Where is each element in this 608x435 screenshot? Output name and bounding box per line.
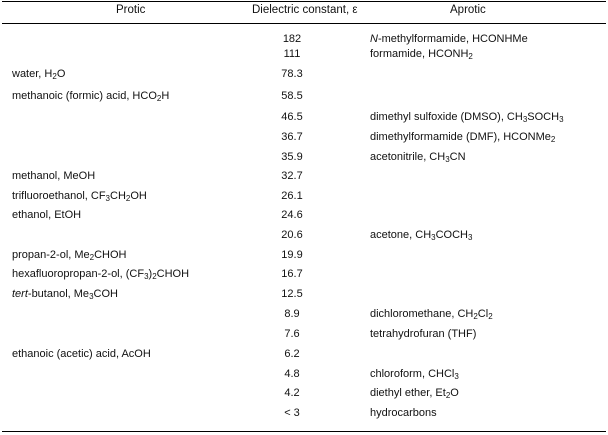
table-row: 8.9 dichloromethane, CH2Cl2 (0, 308, 608, 327)
dielectric-constant-cell: 16.7 (281, 268, 303, 280)
aprotic-solvent-cell: acetonitrile, CH3CN (370, 151, 466, 164)
dielectric-constant-cell: 46.5 (281, 111, 303, 123)
dielectric-constant-cell: 20.6 (281, 229, 303, 241)
table-row: 7.6 tetrahydrofuran (THF) (0, 328, 608, 347)
protic-solvent-cell: hexafluoropropan-2-ol, (CF3)2CHOH (12, 268, 190, 281)
table-row: hexafluoropropan-2-ol, (CF3)2CHOH 16.7 (0, 268, 608, 287)
aprotic-solvent-cell: chloroform, CHCl3 (370, 368, 459, 381)
dielectric-constant-cell: 36.7 (281, 131, 303, 143)
aprotic-solvent-cell: hydrocarbons (370, 407, 437, 419)
table-row: 20.6 acetone, CH3COCH3 (0, 229, 608, 248)
table-row: 46.5 dimethyl sulfoxide (DMSO), CH3SOCH3 (0, 111, 608, 130)
table-row: water, H2O 78.3 (0, 68, 608, 87)
protic-solvent-cell: trifluoroethanol, CF3CH2OH (12, 190, 147, 203)
protic-solvent-cell: ethanol, EtOH (12, 209, 82, 221)
aprotic-solvent-cell: acetone, CH3COCH3 (370, 229, 473, 242)
protic-solvent-cell: methanoic (formic) acid, HCO2H (12, 90, 170, 103)
table-row: tert-butanol, Me3COH 12.5 (0, 288, 608, 307)
protic-solvent-cell: ethanoic (acetic) acid, AcOH (12, 348, 151, 360)
table-row: 111 formamide, HCONH2 (0, 48, 608, 67)
aprotic-solvent-cell: formamide, HCONH2 (370, 48, 473, 61)
table-row: propan-2-ol, Me2CHOH 19.9 (0, 249, 608, 268)
dielectric-constant-cell: 24.6 (281, 209, 303, 221)
dielectric-constant-cell: 4.2 (284, 387, 300, 399)
dielectric-constant-cell: 19.9 (281, 249, 303, 261)
table-row: ethanoic (acetic) acid, AcOH 6.2 (0, 348, 608, 367)
table-row: ethanol, EtOH 24.6 (0, 209, 608, 228)
protic-solvent-cell: methanol, MeOH (12, 170, 96, 182)
top-rule (2, 1, 606, 2)
protic-solvent-cell: propan-2-ol, Me2CHOH (12, 249, 127, 262)
aprotic-solvent-cell: diethyl ether, Et2O (370, 387, 459, 400)
aprotic-solvent-cell: tetrahydrofuran (THF) (370, 328, 477, 340)
dielectric-constant-cell: 4.8 (284, 368, 300, 380)
header-dielectric-constant: Dielectric constant, ε (252, 4, 358, 16)
dielectric-constant-cell: 111 (283, 48, 301, 60)
header-aprotic: Aprotic (450, 4, 486, 16)
dielectric-constant-cell: 58.5 (281, 90, 303, 102)
dielectric-constant-cell: 8.9 (284, 308, 300, 320)
header-protic: Protic (116, 4, 146, 16)
table-row: methanoic (formic) acid, HCO2H 58.5 (0, 90, 608, 109)
protic-solvent-cell: tert-butanol, Me3COH (12, 288, 118, 301)
dielectric-constant-cell: 6.2 (284, 348, 300, 360)
dielectric-constant-cell: 12.5 (281, 288, 303, 300)
header-rule (2, 23, 606, 24)
dielectric-constant-cell: 26.1 (281, 190, 303, 202)
protic-solvent-cell: water, H2O (12, 68, 66, 81)
table-row: 4.2 diethyl ether, Et2O (0, 387, 608, 406)
aprotic-solvent-cell: dimethylformamide (DMF), HCONMe2 (370, 131, 556, 144)
dielectric-constant-cell: 32.7 (281, 170, 303, 182)
table-row: methanol, MeOH 32.7 (0, 170, 608, 189)
aprotic-solvent-cell: N-methylformamide, HCONHMe (370, 33, 528, 45)
aprotic-solvent-cell: dimethyl sulfoxide (DMSO), CH3SOCH3 (370, 111, 564, 124)
dielectric-constant-cell: 78.3 (281, 68, 303, 80)
table-row: < 3 hydrocarbons (0, 407, 608, 426)
dielectric-constant-cell: < 3 (284, 407, 300, 419)
table-row: 4.8 chloroform, CHCl3 (0, 368, 608, 387)
table-row: trifluoroethanol, CF3CH2OH 26.1 (0, 190, 608, 209)
table-row: 35.9 acetonitrile, CH3CN (0, 151, 608, 170)
dielectric-constant-cell: 35.9 (281, 151, 303, 163)
table-row: 36.7 dimethylformamide (DMF), HCONMe2 (0, 131, 608, 150)
table-row: 182 N-methylformamide, HCONHMe (0, 33, 608, 52)
dielectric-constant-cell: 7.6 (284, 328, 300, 340)
bottom-rule (2, 431, 606, 432)
dielectric-constant-cell: 182 (282, 33, 302, 45)
aprotic-solvent-cell: dichloromethane, CH2Cl2 (370, 308, 493, 321)
